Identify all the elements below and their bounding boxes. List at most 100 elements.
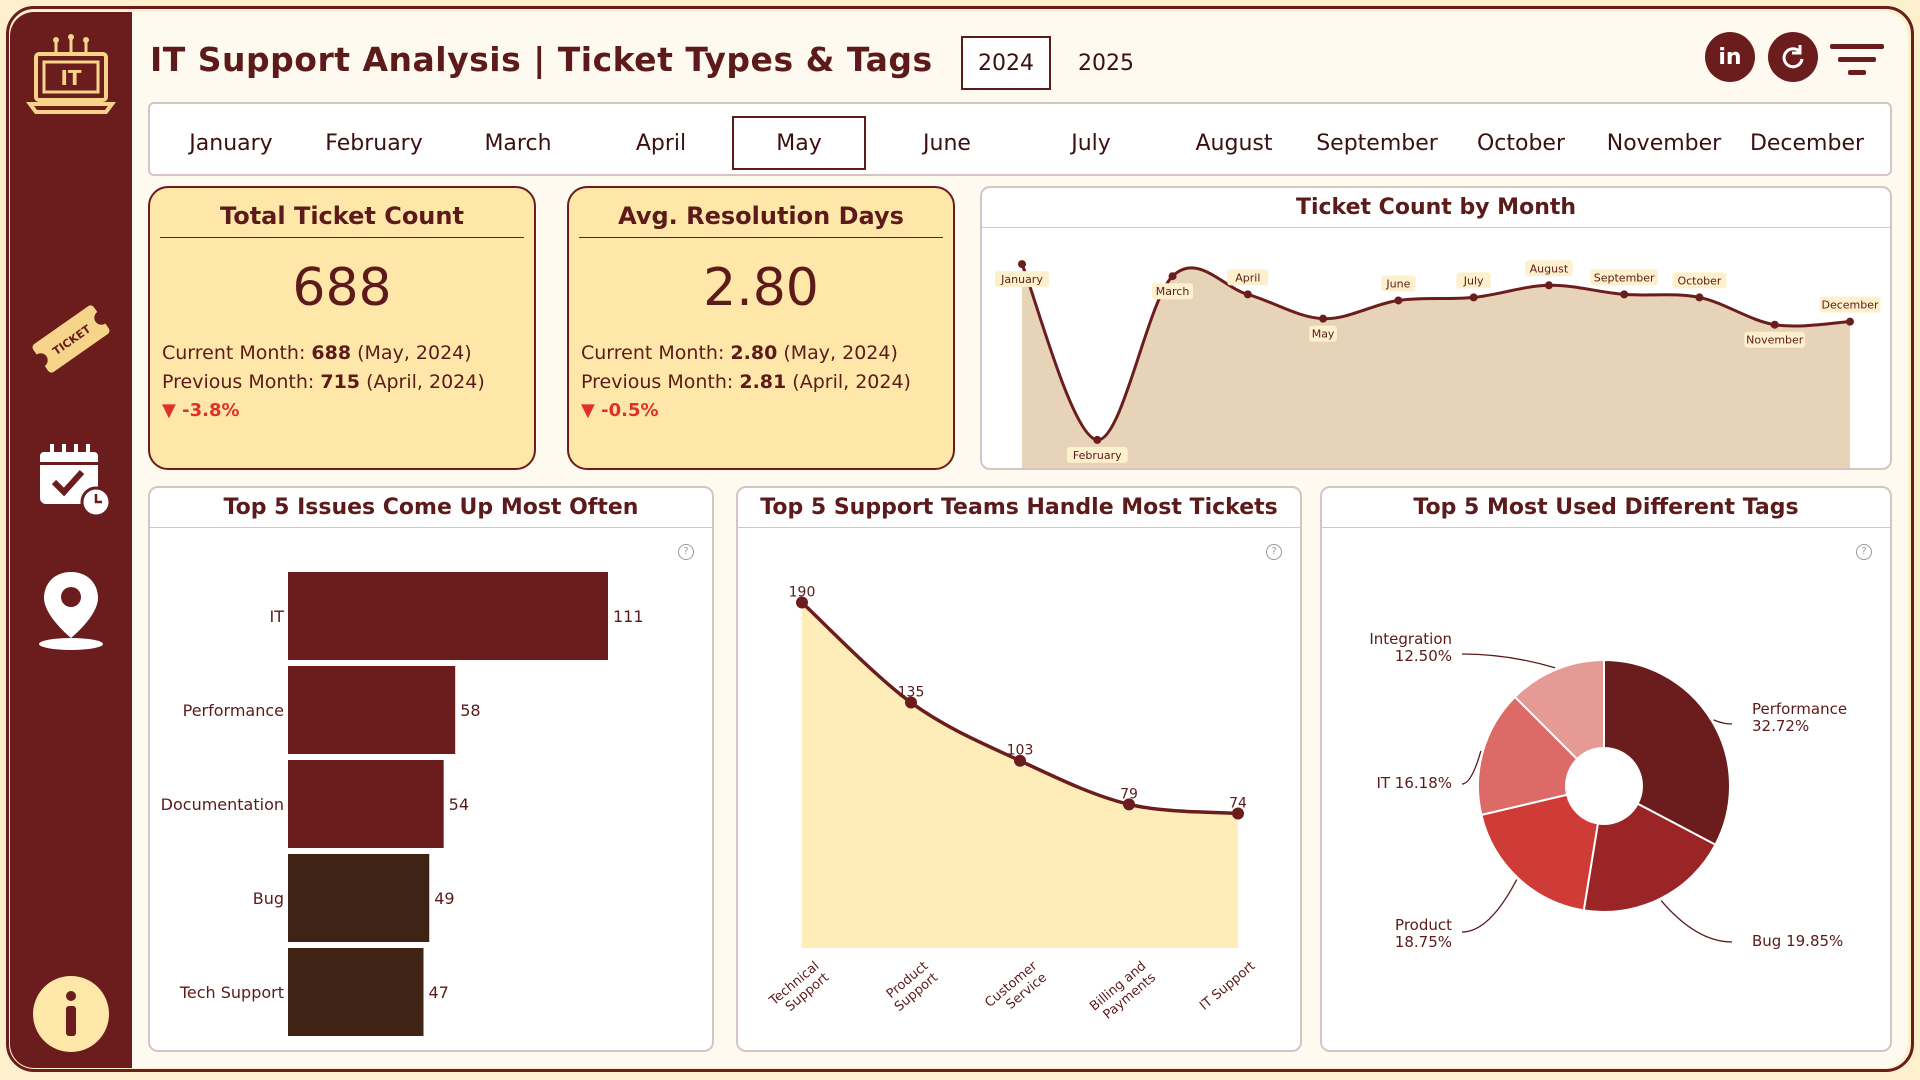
issue-category-label: Bug bbox=[253, 889, 284, 908]
kpi-value: 688 bbox=[292, 258, 392, 318]
teams-area bbox=[802, 602, 1238, 948]
chart-title: Top 5 Most Used Different Tags bbox=[1322, 488, 1890, 528]
top-issues-panel: Top 5 Issues Come Up Most Often ? IT 111 P… bbox=[148, 486, 714, 1052]
svg-text:12.50%: 12.50% bbox=[1395, 647, 1452, 665]
month-point-label: October bbox=[1677, 274, 1721, 287]
month-label-bg bbox=[1309, 325, 1337, 342]
month-january[interactable]: January bbox=[189, 130, 273, 156]
issue-bar[interactable] bbox=[288, 948, 424, 1036]
calendar-clock-icon[interactable] bbox=[10, 432, 132, 522]
month-point[interactable] bbox=[1544, 281, 1553, 290]
month-point[interactable] bbox=[1620, 290, 1629, 299]
tag-slice[interactable] bbox=[1513, 658, 1605, 761]
issue-bar[interactable] bbox=[288, 572, 608, 660]
month-point[interactable] bbox=[1846, 317, 1854, 326]
month-point[interactable] bbox=[1394, 296, 1403, 305]
month-label-bg bbox=[1672, 272, 1727, 289]
tag-slice[interactable] bbox=[1582, 802, 1717, 913]
month-label-bg bbox=[1227, 269, 1269, 286]
month-february[interactable]: February bbox=[325, 130, 423, 156]
svg-text:IT Support: IT Support bbox=[1197, 959, 1258, 1014]
team-value-label: 135 bbox=[898, 685, 925, 701]
ticket-month-chart: January February March April May June July Augu… bbox=[994, 260, 1881, 468]
month-june[interactable]: June bbox=[923, 130, 971, 156]
help-icon[interactable]: ? bbox=[1266, 544, 1282, 560]
team-point[interactable] bbox=[1232, 807, 1244, 820]
month-label-bg bbox=[1381, 275, 1416, 292]
month-september[interactable]: September bbox=[1316, 130, 1438, 156]
kpi-delta: ▼ -3.8% bbox=[162, 400, 240, 421]
ticket-icon[interactable]: TICKET bbox=[10, 294, 132, 384]
tag-leader-line bbox=[1461, 879, 1518, 933]
info-icon[interactable] bbox=[10, 972, 132, 1056]
month-october[interactable]: October bbox=[1476, 130, 1566, 156]
location-pin-icon[interactable] bbox=[10, 564, 132, 654]
month-august[interactable]: August bbox=[1195, 130, 1273, 156]
kpi-previous-month: Previous Month: 2.81 (April, 2024) bbox=[581, 371, 911, 393]
team-point[interactable] bbox=[1123, 798, 1135, 811]
month-label-bg bbox=[1456, 272, 1491, 289]
issue-bar[interactable] bbox=[288, 666, 456, 754]
filter-icon[interactable] bbox=[1830, 40, 1884, 84]
month-point[interactable] bbox=[1319, 314, 1328, 323]
month-label-bg bbox=[1525, 260, 1573, 277]
team-point[interactable] bbox=[1014, 754, 1026, 767]
team-point[interactable] bbox=[905, 696, 917, 709]
year-button-2025[interactable]: 2025 bbox=[1078, 50, 1134, 76]
logo-text: IT bbox=[60, 66, 81, 90]
tag-label: IT 16.18% bbox=[1376, 774, 1452, 792]
month-november[interactable]: November bbox=[1606, 130, 1722, 156]
reset-icon[interactable] bbox=[1768, 32, 1818, 82]
issue-bar[interactable] bbox=[288, 760, 444, 848]
kpi-title: Avg. Resolution Days bbox=[579, 198, 943, 238]
month-point-label: July bbox=[1463, 274, 1484, 287]
team-category-label: IT Support bbox=[1197, 959, 1258, 1014]
ticket-count-by-month-panel: Ticket Count by Month January February Mar… bbox=[980, 186, 1892, 470]
tag-slice[interactable] bbox=[1480, 793, 1600, 912]
issue-category-label: IT bbox=[270, 607, 285, 626]
svg-text:18.75%: 18.75% bbox=[1395, 933, 1452, 951]
team-value-label: 103 bbox=[1007, 743, 1034, 759]
chart-title: Top 5 Issues Come Up Most Often bbox=[150, 488, 712, 528]
issue-bar[interactable] bbox=[288, 854, 430, 942]
month-march[interactable]: March bbox=[484, 130, 552, 156]
month-point-label: March bbox=[1156, 285, 1190, 298]
svg-text:Bug 19.85%: Bug 19.85% bbox=[1752, 932, 1843, 950]
month-point[interactable] bbox=[1093, 435, 1102, 444]
issue-value-label: 49 bbox=[434, 889, 454, 908]
month-april[interactable]: April bbox=[635, 130, 687, 156]
month-point[interactable] bbox=[1168, 272, 1177, 281]
team-point[interactable] bbox=[796, 596, 808, 609]
month-december[interactable]: December bbox=[1749, 130, 1865, 156]
tag-slice[interactable] bbox=[1603, 658, 1731, 847]
month-july[interactable]: July bbox=[1071, 130, 1111, 156]
help-icon[interactable]: ? bbox=[678, 544, 694, 560]
issue-category-label: Documentation bbox=[161, 795, 284, 814]
month-may[interactable]: May bbox=[732, 116, 866, 170]
month-point[interactable] bbox=[1770, 320, 1779, 329]
issue-category-label: Performance bbox=[183, 701, 284, 720]
it-logo-icon[interactable]: IT bbox=[10, 32, 132, 122]
month-point[interactable] bbox=[1695, 293, 1704, 302]
linkedin-icon[interactable]: in bbox=[1705, 32, 1755, 82]
tag-leader-line bbox=[1713, 719, 1733, 725]
help-icon[interactable]: ? bbox=[1856, 544, 1872, 560]
issue-value-label: 111 bbox=[613, 607, 644, 626]
tag-slice[interactable] bbox=[1477, 695, 1579, 817]
month-point[interactable] bbox=[1243, 290, 1252, 299]
month-label-bg bbox=[1152, 283, 1194, 300]
team-value-label: 74 bbox=[1229, 795, 1247, 811]
kpi-current-month: Current Month: 2.80 (May, 2024) bbox=[581, 342, 898, 364]
month-point[interactable] bbox=[1018, 260, 1026, 269]
team-value-label: 190 bbox=[789, 585, 816, 601]
svg-text:Integration: Integration bbox=[1369, 630, 1452, 648]
year-button-2024[interactable]: 2024 bbox=[961, 36, 1051, 90]
issue-category-label: Tech Support bbox=[179, 983, 284, 1002]
month-point[interactable] bbox=[1469, 293, 1478, 302]
sidebar: IT TICKET bbox=[10, 12, 132, 1068]
